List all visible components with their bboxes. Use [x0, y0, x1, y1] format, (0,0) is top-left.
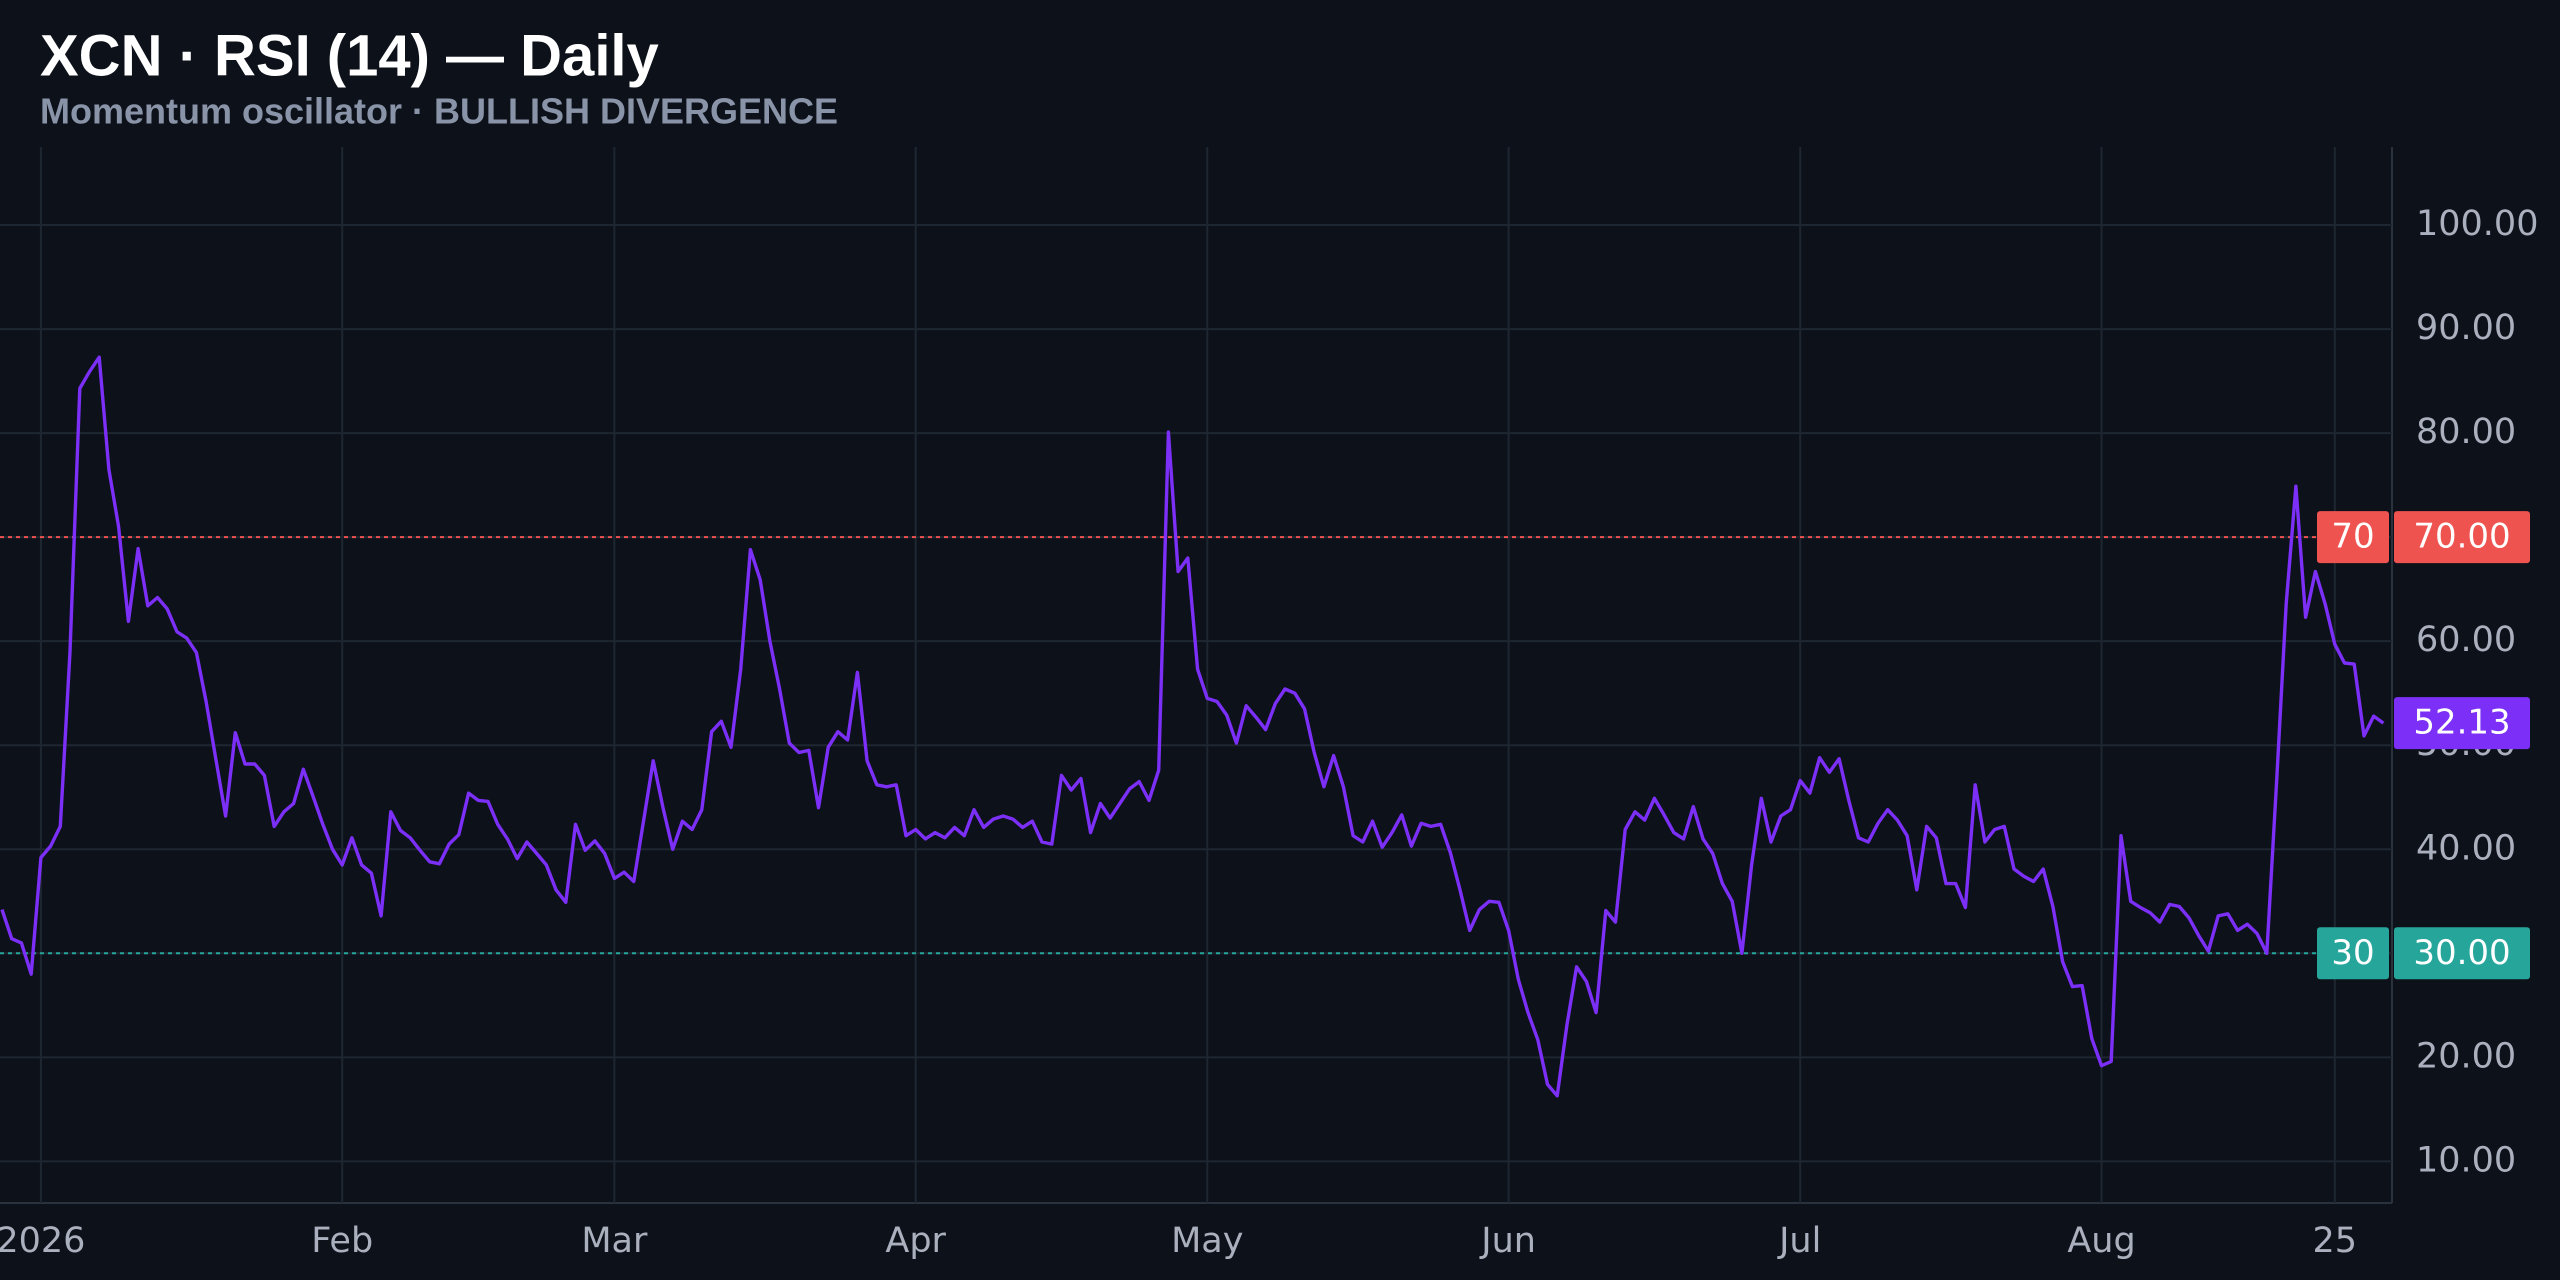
level-axis-label: 70.00: [2413, 517, 2510, 557]
y-tick-label: 40.00: [2416, 828, 2516, 868]
x-tick-label: Aug: [2067, 1221, 2135, 1261]
level-axis-badge: [2394, 511, 2530, 564]
last-value-badge: [2394, 697, 2530, 750]
rsi-line: [0, 355, 2385, 1098]
y-tick-label: 100.00: [2416, 204, 2538, 244]
x-tick-label: May: [1171, 1221, 1243, 1261]
x-tick-label: Jul: [1777, 1221, 1821, 1261]
chart-subtitle: Momentum oscillator · BULLISH DIVERGENCE: [40, 91, 838, 132]
level-badge-label: 70: [2331, 517, 2374, 557]
level-axis-badge: [2394, 927, 2530, 980]
x-tick-label: Jun: [1479, 1221, 1536, 1261]
chart-title: XCN · RSI (14) — Daily: [40, 23, 659, 88]
y-tick-label: 60.00: [2416, 620, 2516, 660]
level-badge: [2317, 511, 2389, 564]
x-tick-label: Mar: [581, 1221, 648, 1261]
level-axis-label: 30.00: [2413, 933, 2510, 973]
last-value-label: 52.13: [2413, 703, 2510, 743]
y-tick-label: 10.00: [2416, 1140, 2516, 1180]
level-badge: [2317, 927, 2389, 980]
x-tick-label: 25: [2313, 1221, 2358, 1261]
x-tick-label: Feb: [311, 1221, 373, 1261]
y-tick-label: 80.00: [2416, 412, 2516, 452]
y-tick-label: 20.00: [2416, 1036, 2516, 1076]
level-badge-label: 30: [2331, 933, 2374, 973]
x-tick-label: Apr: [885, 1221, 946, 1261]
y-tick-label: 90.00: [2416, 308, 2516, 348]
x-tick-label: 2026: [0, 1221, 85, 1261]
